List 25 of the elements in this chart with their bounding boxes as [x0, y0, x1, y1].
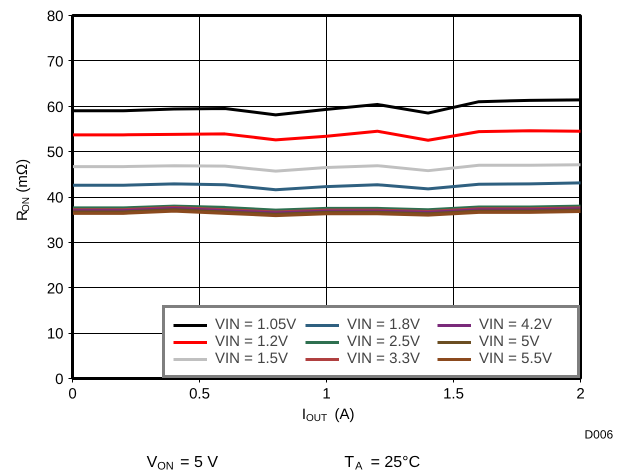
y-axis-title: RON (mΩ) [14, 158, 32, 222]
legend-label: VIN = 1.2V [215, 333, 289, 350]
legend-label: VIN = 5V [479, 333, 540, 350]
y-tick-label: 80 [46, 8, 64, 25]
x-tick-label: 1.5 [443, 386, 464, 402]
y-tick-label: 10 [46, 326, 64, 343]
legend-label: VIN = 4.2V [479, 316, 553, 333]
y-tick-label: 70 [46, 53, 64, 70]
y-tick-label: 30 [46, 234, 64, 252]
legend-label: VIN = 1.5V [215, 350, 289, 367]
x-tick-label: 1 [322, 386, 331, 402]
text: D006 [584, 428, 614, 442]
x-tick-label: 2 [576, 386, 585, 402]
y-tick-label: 60 [46, 98, 64, 116]
x-tick-label: 0 [68, 386, 77, 402]
legend-label: VIN = 3.3V [347, 350, 421, 367]
y-tick-label: 40 [46, 190, 64, 206]
y-tick-label: 50 [46, 144, 64, 162]
y-tick-label: 0 [55, 371, 64, 388]
legend-label: VIN = 5.5V [479, 350, 553, 367]
legend-label: VIN = 1.8V [347, 316, 421, 333]
y-tick-label: 20 [46, 280, 64, 298]
legend-label: VIN = 1.05V [215, 316, 298, 333]
x-tick-label: 0.5 [189, 386, 210, 402]
legend-label: VIN = 2.5V [347, 333, 421, 350]
